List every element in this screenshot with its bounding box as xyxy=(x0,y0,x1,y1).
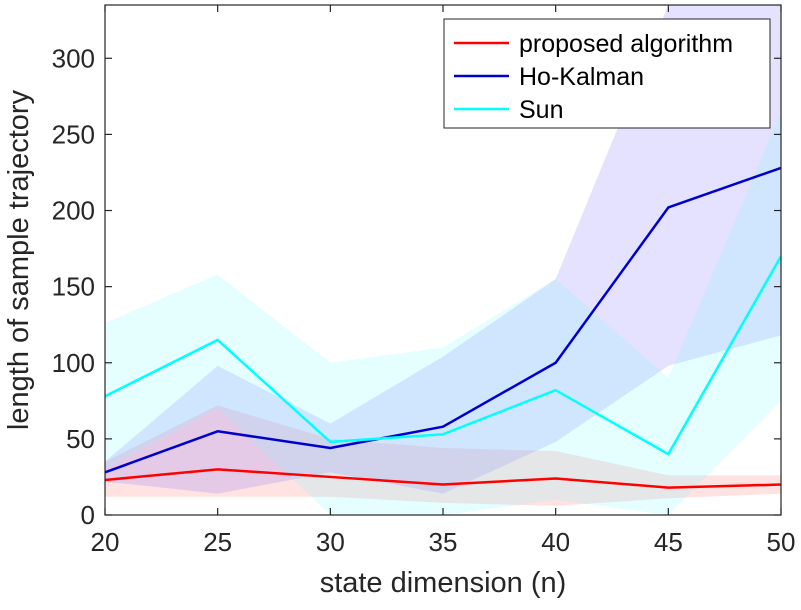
line-ho-kalman xyxy=(105,166,781,474)
series-lines xyxy=(105,166,781,489)
y-tick-label: 50 xyxy=(66,424,95,454)
line-proposed-algorithm xyxy=(105,468,781,489)
x-tick-label: 30 xyxy=(316,527,345,557)
legend: proposed algorithm Ho-Kalman Sun xyxy=(443,18,771,129)
band-sun xyxy=(105,111,781,515)
legend-label: proposed algorithm xyxy=(519,30,733,58)
line-sun xyxy=(105,255,781,456)
x-tick-label: 35 xyxy=(429,527,458,557)
y-tick-label: 150 xyxy=(52,272,95,302)
y-tick-label: 300 xyxy=(52,43,95,73)
x-axis-ticks: 20 25 30 35 40 45 50 xyxy=(91,5,796,557)
x-tick-label: 50 xyxy=(767,527,796,557)
y-tick-label: 200 xyxy=(52,196,95,226)
x-tick-label: 20 xyxy=(91,527,120,557)
x-axis-label: state dimension (n) xyxy=(320,567,567,599)
y-tick-label: 250 xyxy=(52,119,95,149)
x-tick-label: 45 xyxy=(654,527,683,557)
y-tick-label: 0 xyxy=(81,500,95,530)
x-tick-label: 25 xyxy=(203,527,232,557)
y-axis-ticks: 0 50 100 150 200 250 300 xyxy=(52,43,781,530)
legend-label: Sun xyxy=(519,96,563,124)
y-axis-label: length of sample trajectory xyxy=(3,89,35,430)
x-tick-label: 40 xyxy=(541,527,570,557)
legend-label: Ho-Kalman xyxy=(519,63,644,91)
band-ho-kalman xyxy=(105,5,781,494)
y-tick-label: 100 xyxy=(52,348,95,378)
band-proposed-algorithm xyxy=(105,405,781,506)
confidence-bands xyxy=(105,5,781,515)
